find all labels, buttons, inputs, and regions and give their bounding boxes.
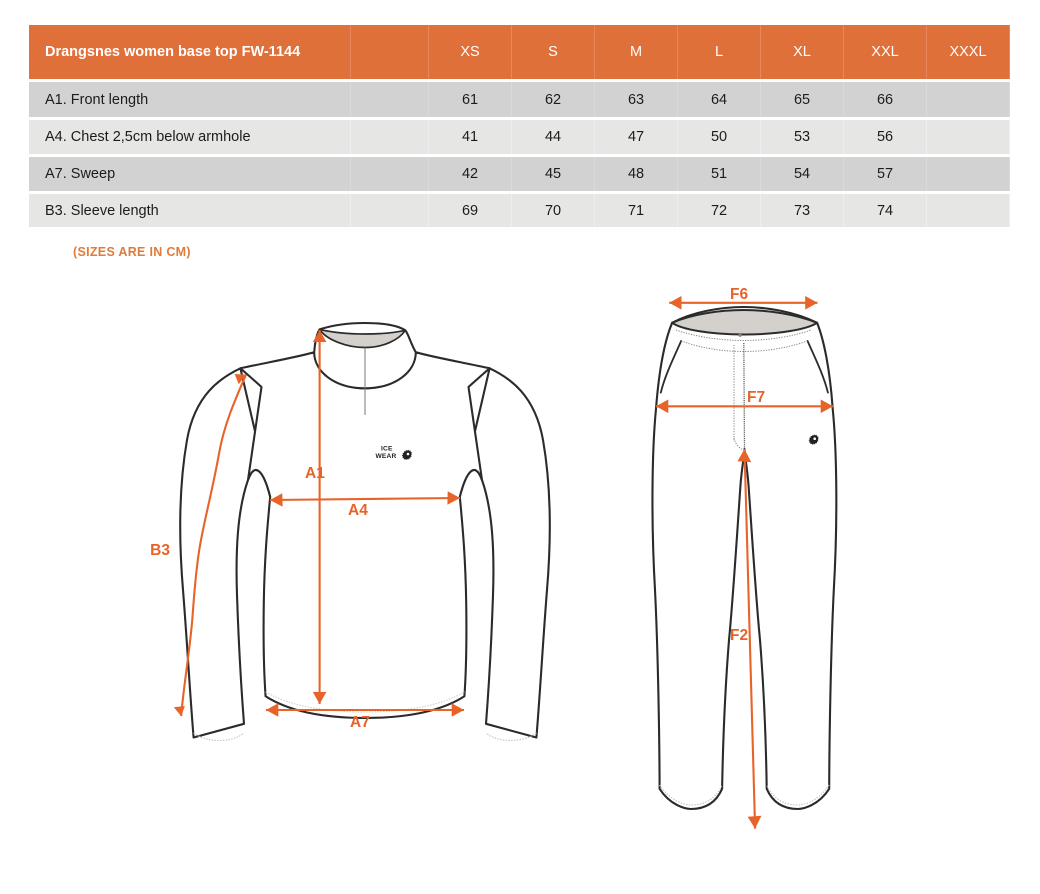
svg-text:A1: A1 — [305, 465, 325, 482]
svg-text:F2: F2 — [730, 627, 748, 644]
svg-text:F7: F7 — [747, 389, 765, 406]
svg-text:ICE: ICE — [381, 446, 393, 453]
svg-text:B3: B3 — [150, 542, 170, 559]
svg-text:F6: F6 — [730, 286, 748, 303]
svg-text:A7: A7 — [350, 714, 370, 731]
svg-text:WEAR: WEAR — [376, 453, 397, 460]
svg-text:A4: A4 — [348, 502, 368, 519]
